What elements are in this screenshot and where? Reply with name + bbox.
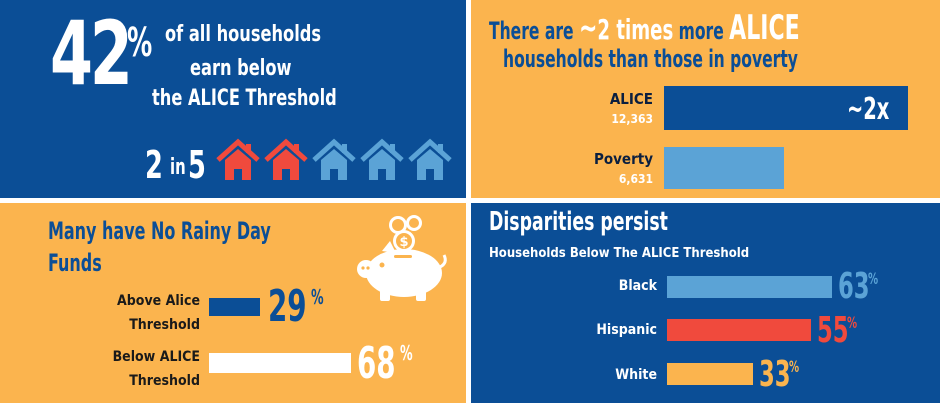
ratio-in: in [170,155,186,180]
percent-value: 42 [50,2,133,105]
bar-label-white: White [615,367,657,383]
bar-value-hispanic: 55 [817,310,849,351]
households-panel: 42 % of all households earn below the AL… [0,0,466,198]
bar-unit-below-alice: % [400,341,413,365]
ratio-numerator: 2 [145,143,163,187]
bar-unit-above-alice: % [311,285,324,309]
disparities-subtitle: Households Below The ALICE Threshold [489,246,750,261]
bar-unit-hispanic: % [847,313,858,332]
bar-label-below-alice-line1: Below ALICE [112,349,200,365]
bar-label-poverty: Poverty [593,150,653,168]
title-alice: ALICE [729,8,800,48]
svg-text:$: $ [399,235,408,250]
households-text-line3: the ALICE Threshold [152,86,337,111]
alice-vs-poverty-panel: There are ~2 times more ALICE households… [471,0,940,198]
title-times: 2 times [597,13,674,46]
bar-value-above-alice: 29 [268,281,307,332]
households-text-line2: earn below [190,56,292,81]
rainy-day-panel: Many have No Rainy Day Funds $ Above Ali… [0,203,466,403]
bar-black [667,276,833,298]
bar-value-below-alice: 68 [357,338,396,389]
house-icons [216,138,452,180]
house-icon [216,138,260,180]
bar-label-alice: ALICE [609,90,653,108]
bar-hispanic [667,319,812,341]
bar-value-alice: 12,363 [611,112,653,126]
alice-vs-poverty-title-line1: There are ~2 times more ALICE [489,8,800,48]
bar-above-alice [209,298,260,316]
house-icon [264,138,308,180]
title-tilde: ~ [578,8,598,48]
bar-alice [664,86,908,130]
bar-value-white: 33 [759,354,792,395]
bar-label-black: Black [618,278,657,294]
multiplier-label: ~2x [847,92,890,127]
percent-sign: % [127,20,153,66]
rainy-day-title-line2: Funds [48,249,102,277]
title-pre: There are [489,17,579,45]
bar-label-hispanic: Hispanic [596,322,657,338]
bar-poverty [664,147,784,189]
disparities-panel: Disparities persist Households Below The… [471,203,940,403]
rainy-day-title-line1: Many have No Rainy Day [48,217,271,245]
bar-label-above-alice-line2: Threshold [129,317,200,333]
bar-label-below-alice-line2: Threshold [129,373,200,389]
bar-label-above-alice-line1: Above Alice [117,293,200,309]
house-icon [408,138,452,180]
piggy-bank-icon: $ [357,215,447,301]
bar-white [667,363,754,385]
bar-unit-white: % [789,357,800,376]
disparities-title: Disparities persist [489,207,668,237]
ratio-denominator: 5 [188,143,206,187]
house-icon [312,138,356,180]
title-more: more [673,17,730,45]
bar-value-poverty: 6,631 [618,172,653,186]
house-icon [360,138,404,180]
alice-vs-poverty-title-line2: households than those in poverty [503,45,798,73]
households-text-line1: of all households [165,22,322,47]
bar-unit-black: % [868,269,879,288]
bar-value-black: 63 [838,266,870,307]
bar-below-alice [209,353,351,373]
